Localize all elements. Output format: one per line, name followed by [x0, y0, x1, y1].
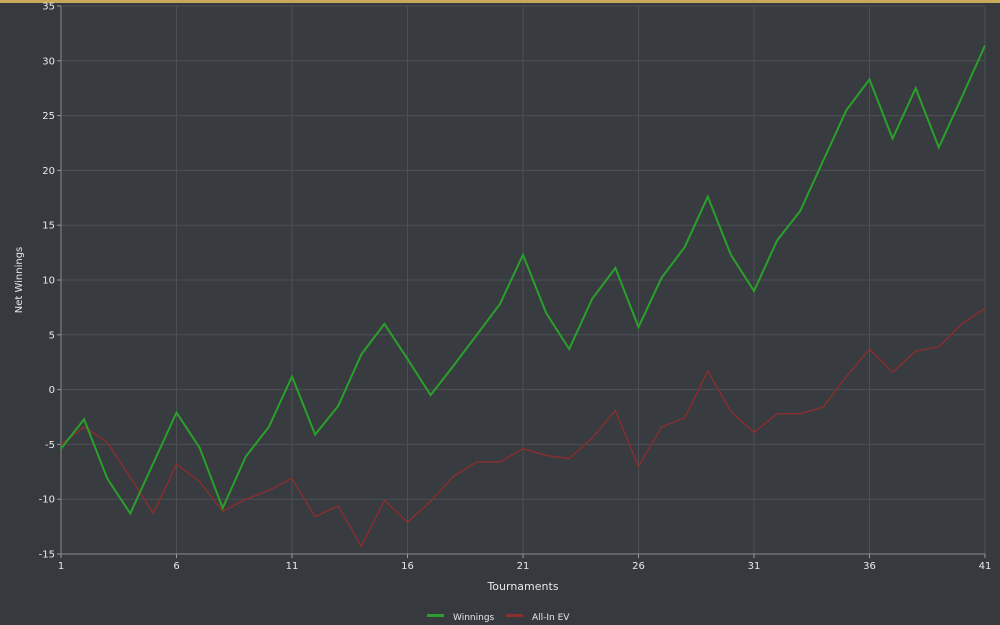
legend-swatch-all-in-ev: [506, 614, 523, 617]
y-tick-label: 10: [42, 276, 55, 287]
y-axis: -15 -10 -5 0 5 10 15 20 25 30 35: [39, 2, 62, 561]
y-tick-label: -5: [45, 440, 55, 451]
y-tick-label: 15: [42, 221, 55, 232]
series-line-winnings: [60, 45, 986, 516]
y-axis-title: Net Winnings: [14, 247, 25, 314]
x-tick-label: 36: [863, 561, 876, 572]
x-axis: 1 6 11 16 21 26 31 36 41: [58, 553, 992, 572]
legend-label-winnings: Winnings: [453, 613, 495, 623]
window-top-border: [0, 0, 1000, 3]
y-tick-label: -15: [39, 550, 55, 561]
y-tick-label: -10: [39, 495, 55, 506]
x-tick-label: 41: [979, 561, 992, 572]
x-tick-label: 6: [173, 561, 179, 572]
x-axis-title: Tournaments: [486, 580, 558, 593]
series-lines: [60, 45, 986, 548]
y-tick-label: 25: [42, 111, 55, 122]
legend: Winnings All-In EV: [427, 613, 570, 623]
legend-swatch-winnings: [427, 614, 444, 617]
y-tick-label: 5: [49, 330, 55, 341]
y-tick-label: 35: [42, 2, 55, 13]
grid: [60, 5, 986, 555]
x-tick-label: 21: [517, 561, 530, 572]
x-tick-label: 1: [58, 561, 64, 572]
series-line-all-in-ev: [60, 307, 986, 548]
y-tick-label: 20: [42, 166, 55, 177]
x-tick-label: 31: [748, 561, 761, 572]
legend-label-all-in-ev: All-In EV: [532, 613, 570, 623]
x-tick-label: 11: [286, 561, 299, 572]
x-tick-label: 26: [632, 561, 645, 572]
y-tick-label: 0: [49, 385, 55, 396]
y-tick-label: 30: [42, 56, 55, 67]
x-tick-label: 16: [401, 561, 414, 572]
